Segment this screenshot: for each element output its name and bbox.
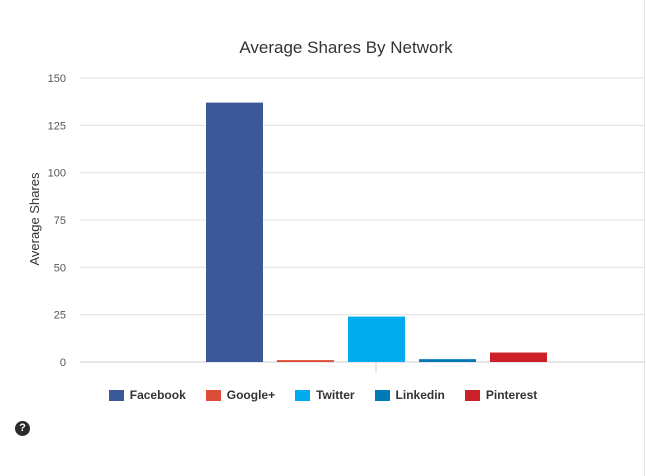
legend-label: Twitter	[316, 388, 355, 402]
y-tick-label: 150	[48, 73, 66, 85]
gridlines	[80, 77, 645, 363]
legend-item-linkedin[interactable]: Linkedin	[374, 388, 445, 402]
legend-label: Linkedin	[395, 388, 445, 402]
legend-swatch	[205, 389, 221, 401]
bar-facebook[interactable]	[206, 102, 263, 362]
chart-title: Average Shares By Network	[239, 38, 453, 57]
legend-item-facebook[interactable]: Facebook	[108, 388, 186, 402]
y-tick-label: 50	[54, 262, 66, 274]
y-tick-label: 25	[54, 310, 66, 322]
legend-label: Google+	[226, 388, 276, 402]
question-circle-icon[interactable]: ?	[15, 421, 30, 436]
legend-item-twitter[interactable]: Twitter	[295, 388, 355, 402]
legend-label: Pinterest	[485, 388, 538, 402]
y-axis-ticks: 0 25 50 75 100 125 150	[48, 73, 377, 372]
y-tick-label: 0	[60, 357, 66, 369]
bars	[206, 102, 547, 362]
y-tick-label: 100	[48, 168, 66, 180]
legend-item-google[interactable]: Google+	[205, 388, 276, 402]
legend-swatch	[464, 389, 480, 401]
legend-label: Facebook	[129, 388, 186, 402]
bar-google[interactable]	[277, 360, 334, 362]
legend: Facebook Google+ Twitter Linkedin Pinterest	[0, 388, 646, 402]
legend-swatch	[108, 389, 124, 401]
y-axis-label: Average Shares	[27, 172, 42, 265]
bar-twitter[interactable]	[348, 316, 405, 362]
legend-swatch	[374, 389, 390, 401]
y-tick-label: 75	[54, 215, 66, 227]
y-tick-label: 125	[48, 120, 66, 132]
legend-swatch	[295, 389, 311, 401]
bar-pinterest[interactable]	[490, 352, 547, 362]
legend-item-pinterest[interactable]: Pinterest	[464, 388, 538, 402]
bar-linkedin[interactable]	[419, 359, 476, 362]
